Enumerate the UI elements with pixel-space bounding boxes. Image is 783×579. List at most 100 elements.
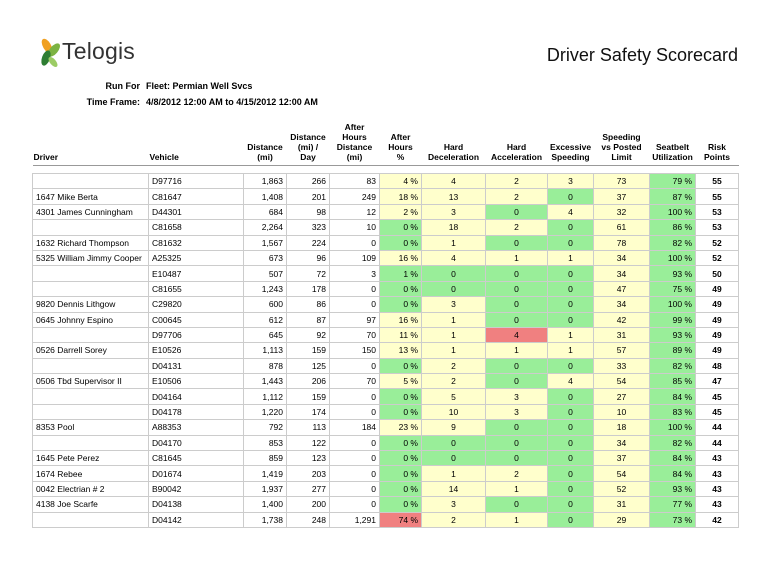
header-line: % bbox=[396, 152, 405, 162]
table-cell: 50 bbox=[695, 265, 739, 282]
brand: Telogis bbox=[62, 38, 135, 64]
table-cell: 99 % bbox=[649, 311, 696, 328]
table-cell: D04178 bbox=[148, 403, 244, 421]
table-cell: 31 bbox=[593, 326, 650, 344]
table-cell: 43 bbox=[695, 450, 739, 467]
table-cell: 1,738 bbox=[243, 511, 287, 528]
table-cell: 323 bbox=[286, 219, 330, 236]
table-cell: 159 bbox=[286, 342, 330, 359]
table-cell: 89 % bbox=[649, 342, 696, 359]
table-cell: 0 bbox=[547, 311, 594, 328]
table-row: 1632 Richard Thompson C81632 1,567 224 0 0 % 1… bbox=[32, 234, 739, 251]
table-cell bbox=[32, 219, 149, 236]
table-cell: D04131 bbox=[148, 357, 244, 375]
table-cell: 75 % bbox=[649, 280, 696, 298]
table-cell: 49 bbox=[695, 296, 739, 313]
table-row: D97716 1,863 266 83 4 % 4 2 3 73 79 % 55 bbox=[32, 172, 739, 190]
table-cell: 1,291 bbox=[329, 511, 380, 528]
table-cell: 612 bbox=[243, 311, 287, 328]
table-cell: 184 bbox=[329, 419, 380, 436]
column-header: Speeding vs Posted Limit bbox=[593, 118, 650, 166]
meta-value: 4/8/2012 12:00 AM to 4/15/2012 12:00 AM bbox=[146, 97, 318, 107]
table-cell: 1,408 bbox=[243, 188, 287, 205]
table-cell: 43 bbox=[695, 496, 739, 513]
table-cell: 93 % bbox=[649, 480, 696, 498]
table-cell: 0 % bbox=[379, 480, 422, 498]
table-cell: 11 % bbox=[379, 326, 422, 344]
table-cell: 0 bbox=[547, 280, 594, 298]
table-cell: 0 % bbox=[379, 280, 422, 298]
table-cell: 0 bbox=[485, 434, 548, 452]
table-cell: 113 bbox=[286, 419, 330, 436]
table-cell: 83 % bbox=[649, 403, 696, 421]
header-line: Distance bbox=[247, 142, 283, 152]
table-cell: 45 bbox=[695, 388, 739, 405]
table-cell: 14 bbox=[421, 480, 486, 498]
table-cell: 57 bbox=[593, 342, 650, 359]
table-cell: 34 bbox=[593, 249, 650, 267]
table-cell: 1,113 bbox=[243, 342, 287, 359]
table-row: E10487 507 72 3 1 % 0 0 0 34 93 % 50 bbox=[32, 265, 739, 282]
table-cell: 4 bbox=[547, 203, 594, 221]
table-cell: 49 bbox=[695, 311, 739, 328]
table-cell: 34 bbox=[593, 434, 650, 452]
header-line: (mi) / bbox=[297, 142, 319, 152]
table-cell: 61 bbox=[593, 219, 650, 236]
table-cell: 0 bbox=[547, 511, 594, 528]
table-cell: 2 % bbox=[379, 203, 422, 221]
table-cell: 87 % bbox=[649, 188, 696, 205]
table-cell: 2 bbox=[421, 373, 486, 390]
table-cell: 0 bbox=[485, 296, 548, 313]
column-header: Excessive Speeding bbox=[547, 118, 594, 166]
table-cell: 84 % bbox=[649, 388, 696, 405]
table-cell: 0645 Johnny Espino bbox=[32, 311, 149, 328]
header-line: Seatbelt bbox=[655, 142, 690, 152]
table-cell: 2 bbox=[421, 511, 486, 528]
table-cell: 97 bbox=[329, 311, 380, 328]
table-cell: 70 bbox=[329, 373, 380, 390]
column-header: Vehicle bbox=[148, 118, 244, 166]
table-cell: 0 bbox=[329, 496, 380, 513]
table-cell: 0 % bbox=[379, 465, 422, 482]
table-cell: 1 bbox=[421, 326, 486, 344]
table-cell: 1,937 bbox=[243, 480, 287, 498]
table-cell: D97716 bbox=[148, 172, 244, 190]
table-cell: 13 bbox=[421, 188, 486, 205]
table-cell: 0 bbox=[329, 403, 380, 421]
table-cell: 31 bbox=[593, 496, 650, 513]
table-cell: C81645 bbox=[148, 450, 244, 467]
table-cell: D97706 bbox=[148, 326, 244, 344]
table-cell: 86 % bbox=[649, 219, 696, 236]
table-cell: 73 % bbox=[649, 511, 696, 528]
logo-icon bbox=[41, 38, 60, 67]
table-cell bbox=[32, 172, 149, 190]
table-row: D04178 1,220 174 0 0 % 10 3 0 10 83 % 45 bbox=[32, 403, 739, 421]
table-cell: 5 % bbox=[379, 373, 422, 390]
table-cell: C29820 bbox=[148, 296, 244, 313]
table-cell: C81655 bbox=[148, 280, 244, 298]
table-cell: 1632 Richard Thompson bbox=[32, 234, 149, 251]
table-cell: 203 bbox=[286, 465, 330, 482]
table-cell: 1 bbox=[485, 342, 548, 359]
table-cell: 600 bbox=[243, 296, 287, 313]
header-line: Hard bbox=[506, 142, 527, 152]
header-line: Risk bbox=[708, 142, 726, 152]
table-cell: 0 bbox=[547, 480, 594, 498]
table-cell: 0 % bbox=[379, 496, 422, 513]
table-cell: D04142 bbox=[148, 511, 244, 528]
table-cell: 82 % bbox=[649, 434, 696, 452]
table-cell: B90042 bbox=[148, 480, 244, 498]
table-cell: 52 bbox=[695, 249, 739, 267]
table-cell: 0 bbox=[547, 188, 594, 205]
table-cell: 3 bbox=[421, 203, 486, 221]
table-cell: 100 % bbox=[649, 249, 696, 267]
meta-label: Run For bbox=[105, 81, 141, 91]
table-cell: 1 bbox=[421, 234, 486, 251]
header-line: (mi) bbox=[257, 152, 273, 162]
table-cell: 0 bbox=[421, 280, 486, 298]
table-cell: 4 % bbox=[379, 172, 422, 190]
table-cell: 0 bbox=[329, 280, 380, 298]
table-cell: 0526 Darrell Sorey bbox=[32, 342, 149, 359]
table-cell: 92 bbox=[286, 326, 330, 344]
table-cell: 0042 Electrian # 2 bbox=[32, 480, 149, 498]
